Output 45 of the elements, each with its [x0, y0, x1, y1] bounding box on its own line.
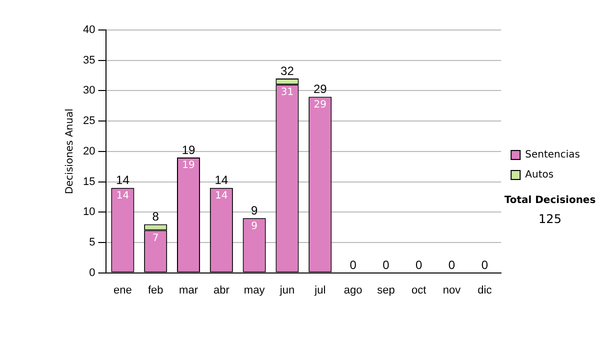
legend-label: Sentencias [525, 150, 580, 161]
data-label: 14 [116, 190, 130, 202]
y-tick-label: 25 [82, 115, 96, 128]
total-label: 0 [448, 258, 456, 272]
y-tick-label: 40 [82, 24, 96, 36]
data-label: 7 [152, 232, 159, 244]
data-label: 9 [251, 220, 258, 232]
total-label: 0 [382, 258, 390, 272]
total-label: 0 [481, 258, 488, 272]
x-tick-label: ago [344, 284, 362, 296]
total-label: 29 [313, 82, 328, 96]
total-label: 14 [214, 173, 228, 188]
x-tick-label: dic [478, 284, 492, 296]
total-label: 9 [250, 203, 258, 218]
data-label: 14 [215, 190, 228, 202]
text: Total Decisiones [503, 195, 597, 206]
x-tick-label: nov [442, 284, 462, 296]
y-tick-label: 10 [82, 206, 96, 218]
x-tick-label: abr [213, 284, 230, 296]
y-tick-label: 5 [89, 236, 96, 248]
x-tick-label: feb [148, 284, 164, 296]
total-label: 32 [280, 64, 294, 78]
y-tick-label: 30 [82, 84, 96, 97]
y-tick-label: 35 [82, 54, 96, 66]
total-label: 19 [182, 142, 196, 157]
total-label: 0 [350, 258, 357, 272]
x-tick-label: jul [314, 284, 326, 296]
y-tick-label: 0 [89, 266, 96, 279]
x-tick-label: mar [179, 284, 198, 296]
y-axis-title: Decisiones Anual [64, 108, 76, 194]
legend-label: Autos [525, 170, 554, 181]
data-label: 19 [182, 160, 195, 172]
text: 125 [538, 212, 562, 226]
x-tick-label: may [244, 284, 266, 296]
x-tick-label: sep [377, 284, 395, 296]
x-tick-label: ene [114, 284, 132, 296]
total-label: 8 [152, 210, 160, 224]
total-label: 14 [116, 173, 130, 188]
total-label: 0 [416, 258, 423, 272]
data-label: 29 [314, 99, 327, 110]
data-label: 31 [280, 87, 294, 98]
y-tick-label: 15 [82, 176, 96, 188]
y-tick-label: 20 [82, 145, 96, 158]
x-tick-label: oct [412, 284, 426, 296]
x-tick-label: jun [278, 284, 295, 296]
